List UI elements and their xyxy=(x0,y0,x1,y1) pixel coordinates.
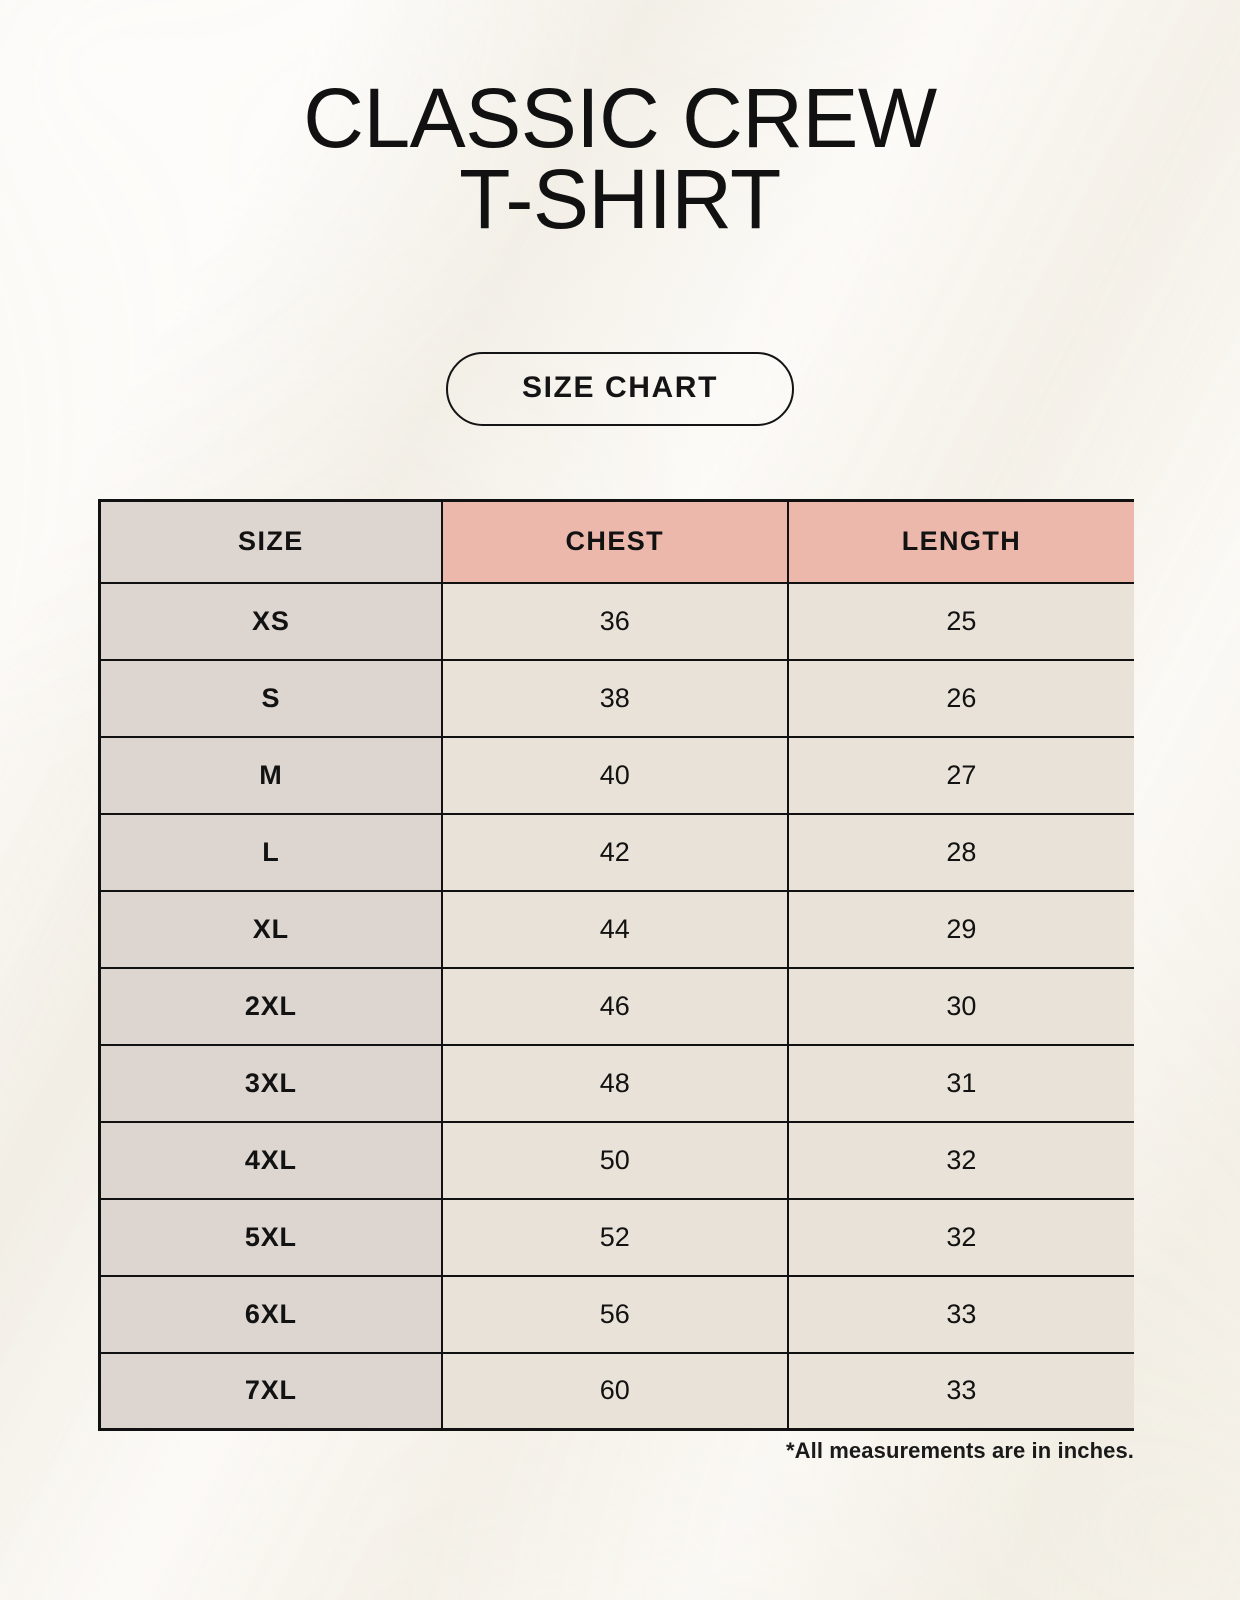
cell-chest: 56 xyxy=(441,1275,789,1354)
table-header-row: SIZE CHEST LENGTH xyxy=(99,500,1134,584)
cell-size: 7XL xyxy=(99,1352,443,1430)
cell-length: 33 xyxy=(787,1352,1134,1430)
table-header: SIZE CHEST LENGTH xyxy=(99,500,1134,584)
cell-length: 33 xyxy=(787,1275,1134,1354)
column-header-chest: CHEST xyxy=(441,500,789,584)
cell-length: 28 xyxy=(787,813,1134,892)
cell-chest: 50 xyxy=(441,1121,789,1200)
cell-length: 26 xyxy=(787,659,1134,738)
cell-chest: 44 xyxy=(441,890,789,969)
table-row: 3XL 48 31 xyxy=(99,1044,1134,1123)
cell-size: 3XL xyxy=(99,1044,443,1123)
table-row: 6XL 56 33 xyxy=(99,1275,1134,1354)
cell-length: 27 xyxy=(787,736,1134,815)
table-row: XS 36 25 xyxy=(99,582,1134,661)
table-row: 2XL 46 30 xyxy=(99,967,1134,1046)
cell-size: 6XL xyxy=(99,1275,443,1354)
cell-size: XL xyxy=(99,890,443,969)
cell-chest: 52 xyxy=(441,1198,789,1277)
cell-length: 29 xyxy=(787,890,1134,969)
cell-chest: 38 xyxy=(441,659,789,738)
column-header-size: SIZE xyxy=(99,500,443,584)
size-chart-badge: SIZE CHART xyxy=(446,352,794,426)
cell-length: 30 xyxy=(787,967,1134,1046)
cell-chest: 48 xyxy=(441,1044,789,1123)
cell-length: 25 xyxy=(787,582,1134,661)
cell-chest: 60 xyxy=(441,1352,789,1430)
product-title-line-1: CLASSIC CREW xyxy=(303,71,937,165)
table-row: L 42 28 xyxy=(99,813,1134,892)
cell-chest: 42 xyxy=(441,813,789,892)
size-table-container: SIZE CHEST LENGTH XS 36 25 S 38 26 M xyxy=(98,499,1134,1431)
cell-length: 31 xyxy=(787,1044,1134,1123)
cell-chest: 46 xyxy=(441,967,789,1046)
product-title: CLASSIC CREW T-SHIRT xyxy=(0,76,1240,246)
table-body: XS 36 25 S 38 26 M 40 27 L 42 28 xyxy=(99,582,1134,1430)
cell-size: XS xyxy=(99,582,443,661)
table-row: M 40 27 xyxy=(99,736,1134,815)
cell-size: 2XL xyxy=(99,967,443,1046)
cell-size: L xyxy=(99,813,443,892)
table-row: S 38 26 xyxy=(99,659,1134,738)
page-title: CLASSIC CREW T-SHIRT xyxy=(0,76,1240,246)
badge-container: SIZE CHART xyxy=(0,352,1240,426)
table-row: 7XL 60 33 xyxy=(99,1352,1134,1430)
column-header-length: LENGTH xyxy=(787,500,1134,584)
cell-size: 4XL xyxy=(99,1121,443,1200)
cell-length: 32 xyxy=(787,1121,1134,1200)
table-row: 5XL 52 32 xyxy=(99,1198,1134,1277)
table-row: XL 44 29 xyxy=(99,890,1134,969)
measurement-footnote: *All measurements are in inches. xyxy=(785,1438,1134,1463)
product-title-line-2: T-SHIRT xyxy=(459,151,781,246)
table-row: 4XL 50 32 xyxy=(99,1121,1134,1200)
cell-size: S xyxy=(99,659,443,738)
cell-chest: 36 xyxy=(441,582,789,661)
size-chart-table: SIZE CHEST LENGTH XS 36 25 S 38 26 M xyxy=(98,499,1134,1431)
cell-size: 5XL xyxy=(99,1198,443,1277)
cell-size: M xyxy=(99,736,443,815)
cell-length: 32 xyxy=(787,1198,1134,1277)
cell-chest: 40 xyxy=(441,736,789,815)
